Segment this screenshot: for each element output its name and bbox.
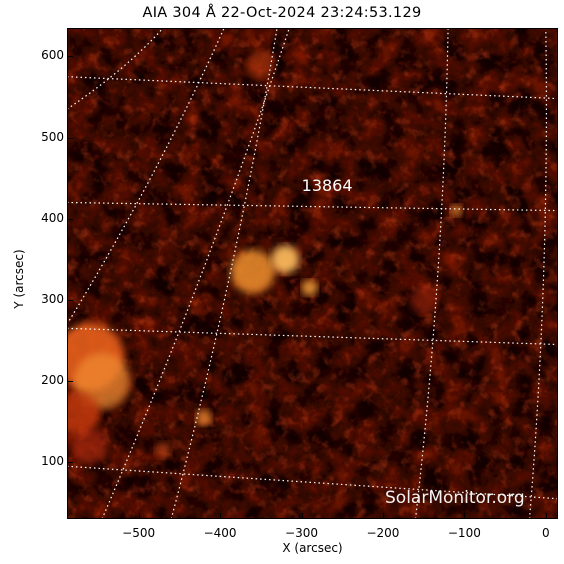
- x-axis-label: X (arcsec): [282, 541, 343, 555]
- y-tick-mark: [67, 137, 73, 139]
- plasma-fine: [67, 28, 558, 519]
- y-axis-label: Y (arcsec): [12, 249, 26, 309]
- solar-image: [67, 28, 558, 519]
- y-tick-label: 200: [41, 373, 64, 388]
- longitude-line: [67, 28, 164, 110]
- emission-patch: [301, 279, 318, 296]
- y-tick-label: 400: [41, 210, 64, 225]
- y-tick-label: 300: [41, 291, 64, 306]
- x-tick-label: −300: [285, 526, 318, 540]
- x-tick-mark: [301, 513, 303, 519]
- latitude-line: [67, 465, 558, 500]
- latitude-line: [67, 201, 558, 212]
- solar-image-svg: [67, 28, 558, 519]
- x-tick-label: −200: [366, 526, 400, 540]
- emission-patch: [271, 245, 300, 274]
- y-tick-label: 100: [41, 454, 64, 469]
- bright-regions: [67, 50, 463, 464]
- y-tick-label: 500: [41, 129, 64, 144]
- heliographic-grid: [67, 28, 558, 519]
- x-tick-label: −400: [203, 526, 237, 540]
- longitude-line: [528, 28, 548, 519]
- x-tick-mark: [220, 513, 222, 519]
- x-tick-mark: [138, 513, 140, 519]
- longitude-line: [170, 28, 278, 519]
- y-tick-label: 600: [41, 48, 64, 63]
- longitude-line: [414, 28, 449, 519]
- x-tick-mark: [545, 513, 547, 519]
- y-tick-mark: [67, 299, 73, 301]
- x-tick-mark: [464, 513, 466, 519]
- y-tick-mark: [67, 218, 73, 220]
- latitude-line: [67, 327, 558, 346]
- emission-patch: [409, 285, 438, 314]
- x-tick-mark: [382, 513, 384, 519]
- emission-patch: [230, 249, 275, 294]
- active-region-label: 13864: [301, 176, 353, 196]
- emission-patch: [195, 409, 212, 426]
- latitude-line: [67, 76, 558, 100]
- x-tick-label: 0: [541, 526, 550, 540]
- y-tick-mark: [67, 56, 73, 58]
- emission-patch: [71, 427, 108, 464]
- y-tick-mark: [67, 381, 73, 383]
- watermark: SolarMonitor.org: [385, 488, 525, 508]
- x-tick-label: −100: [447, 526, 481, 540]
- x-tick-label: −500: [122, 526, 156, 540]
- longitude-line: [101, 28, 290, 519]
- y-tick-mark: [67, 462, 73, 464]
- emission-patch: [155, 442, 172, 459]
- emission-patch: [246, 50, 275, 79]
- emission-patch: [67, 391, 100, 436]
- emission-patch: [450, 204, 463, 217]
- plot-title: AIA 304 Å 22-Oct-2024 23:24:53.129: [142, 5, 422, 21]
- longitude-line: [67, 28, 225, 325]
